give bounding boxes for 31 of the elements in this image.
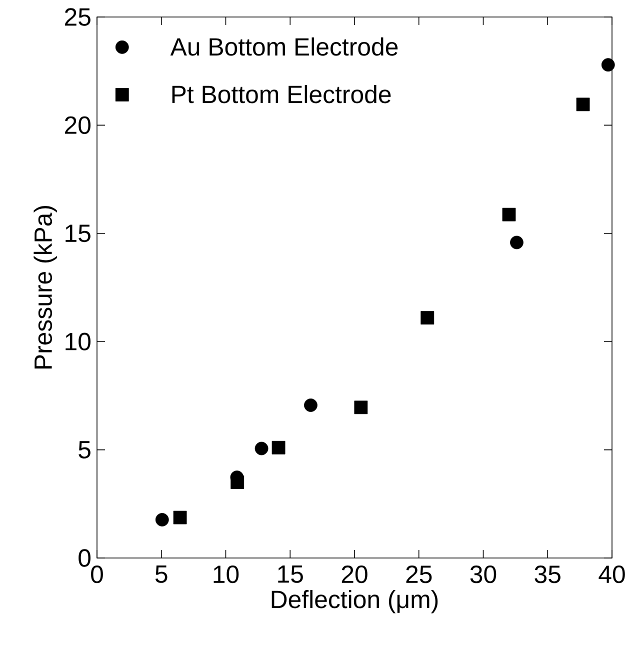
legend-label: Au Bottom Electrode	[170, 37, 398, 56]
y-tick-label: 10	[66, 332, 90, 350]
point	[510, 236, 524, 250]
y-tick-label: 15	[66, 224, 90, 242]
point	[502, 208, 516, 222]
point	[173, 510, 187, 524]
point	[420, 311, 434, 324]
point	[354, 400, 368, 414]
point	[601, 58, 615, 72]
x-axis-title: Deflection (μm)	[272, 590, 438, 614]
x-tick-label: 35	[534, 566, 560, 584]
y-tick-label: 5	[78, 441, 90, 458]
x-tick-label: 40	[598, 566, 625, 584]
x-tick-label: 20	[342, 566, 368, 584]
x-tick-label: 30	[470, 566, 496, 584]
y-tick-label: 25	[65, 8, 90, 26]
point	[272, 440, 286, 454]
x-tick-label: 25	[406, 566, 432, 584]
x-tick-label: 5	[155, 566, 168, 583]
y-axis-title: Pressure (kPa)	[34, 206, 57, 368]
legend-label: Pt Bottom Electrode	[172, 84, 391, 104]
y-tick-label: 0	[78, 549, 90, 567]
y-tick-label: 20	[65, 116, 90, 134]
point	[304, 398, 318, 412]
point	[230, 476, 244, 489]
point	[155, 512, 169, 526]
point	[254, 442, 268, 456]
point	[576, 98, 590, 112]
x-tick-label: 15	[278, 566, 303, 583]
x-tick-label: 10	[214, 566, 239, 584]
x-tick-label: 0	[91, 566, 103, 584]
